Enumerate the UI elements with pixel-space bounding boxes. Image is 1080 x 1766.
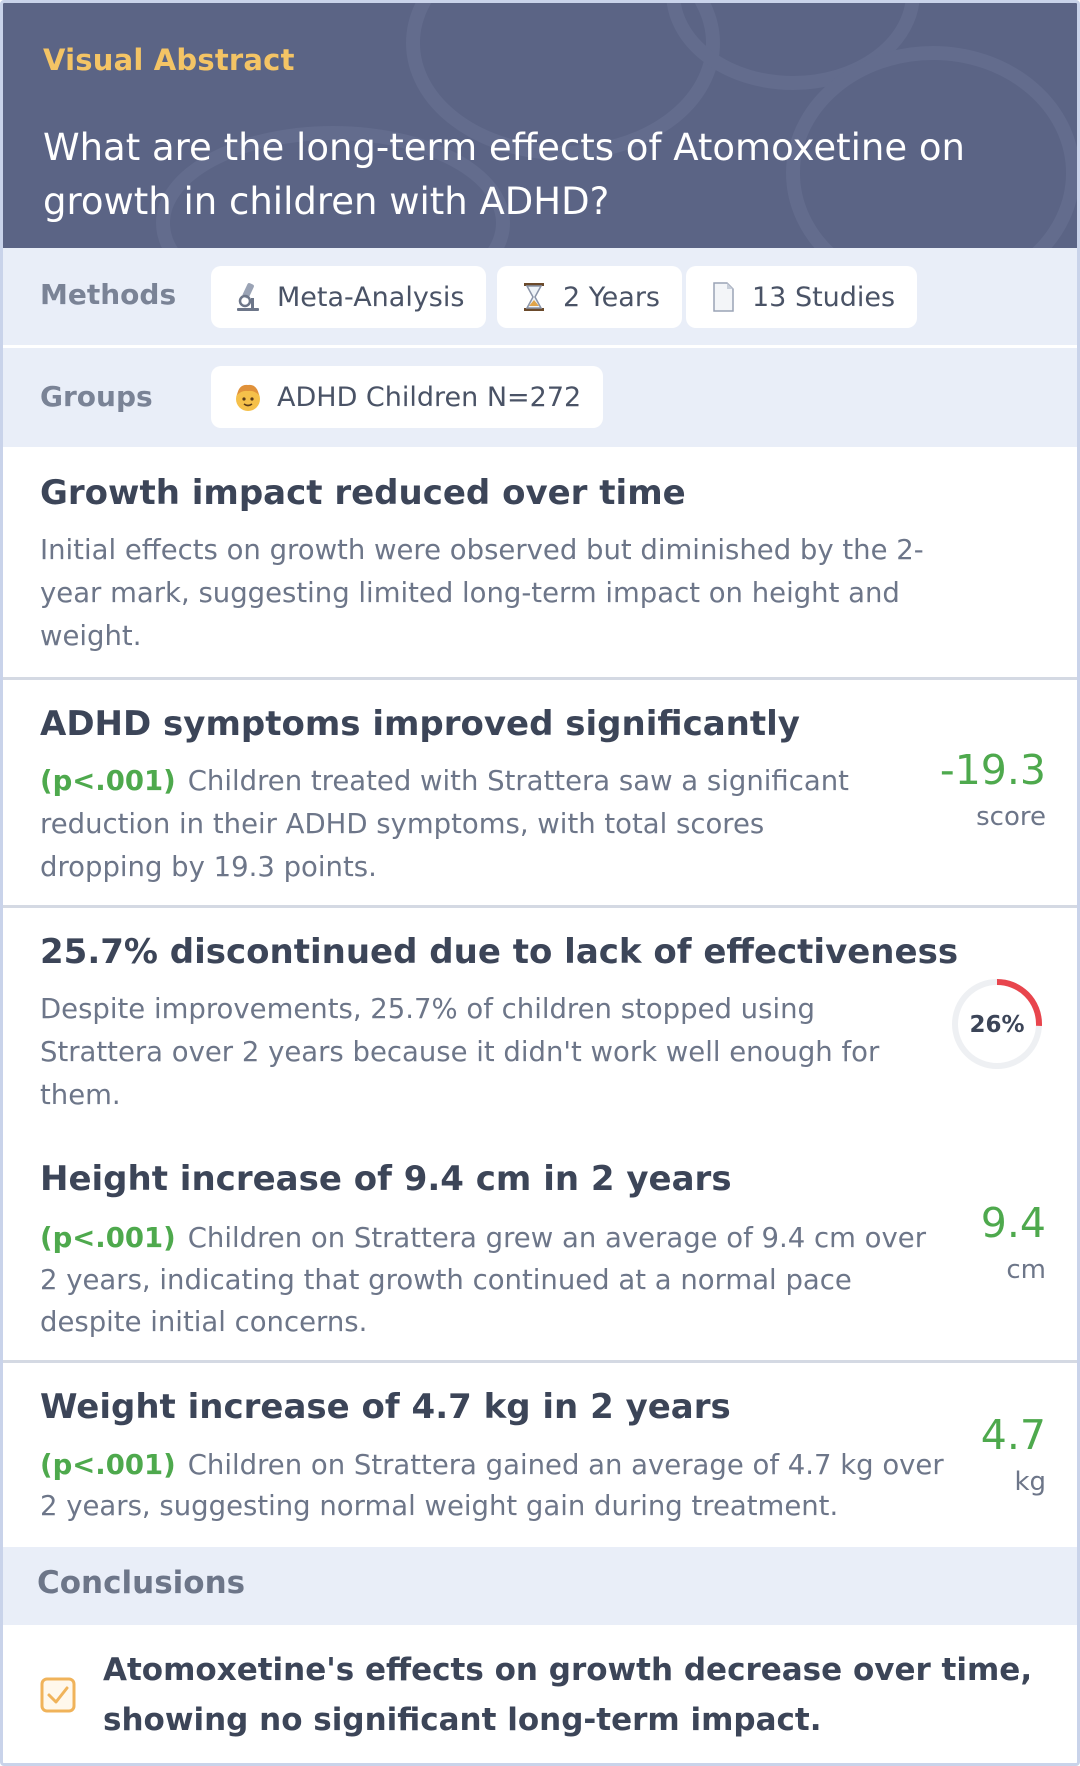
finding-weight-increase: Weight increase of 4.7 kg in 2 years (p<… bbox=[3, 1360, 1077, 1547]
groups-label: Groups bbox=[40, 380, 153, 413]
finding-text: (p<.001) Children on Strattera gained an … bbox=[40, 1445, 960, 1527]
conclusions-label: Conclusions bbox=[37, 1565, 246, 1601]
chip-label: ADHD Children N=272 bbox=[277, 381, 582, 413]
chip-studies: 13 Studies bbox=[686, 266, 918, 328]
finding-description: Children on Strattera gained an average … bbox=[40, 1449, 944, 1522]
row-divider bbox=[3, 345, 1077, 348]
p-value: (p<.001) bbox=[40, 765, 176, 797]
hourglass-icon bbox=[517, 280, 551, 314]
finding-title: Growth impact reduced over time bbox=[40, 473, 686, 513]
stat-height: 9.4 cm bbox=[981, 1199, 1046, 1285]
methods-label: Methods bbox=[40, 278, 177, 311]
stat-value: 9.4 bbox=[980, 1199, 1046, 1247]
microscope-icon bbox=[231, 280, 265, 314]
finding-title: ADHD symptoms improved significantly bbox=[40, 704, 800, 744]
chip-label: 2 Years bbox=[563, 281, 660, 313]
p-value: (p<.001) bbox=[40, 1449, 176, 1481]
stat-unit: cm bbox=[1006, 1255, 1046, 1285]
finding-height-increase: Height increase of 9.4 cm in 2 years (p<… bbox=[3, 1141, 1077, 1361]
finding-text: Despite improvements, 25.7% of children … bbox=[40, 993, 880, 1111]
abstract-tag: Visual Abstract bbox=[43, 43, 295, 77]
stat-value: -19.3 bbox=[939, 746, 1046, 794]
finding-description: Children treated with Strattera saw a si… bbox=[40, 765, 849, 883]
chip-duration: 2 Years bbox=[497, 266, 682, 328]
abstract-header: Visual Abstract What are the long-term e… bbox=[3, 3, 1077, 248]
finding-growth-impact: Growth impact reduced over time Initial … bbox=[3, 447, 1077, 678]
ring-arc bbox=[952, 979, 1042, 1069]
discontinuation-ring-chart: 26% bbox=[952, 979, 1042, 1069]
header-background-pattern bbox=[156, 3, 1077, 248]
stat-unit: score bbox=[976, 802, 1046, 832]
ring-label: 26% bbox=[969, 1012, 1024, 1038]
chip-adhd-children: ADHD Children N=272 bbox=[211, 366, 604, 428]
finding-title: Weight increase of 4.7 kg in 2 years bbox=[40, 1387, 731, 1427]
finding-text: (p<.001) Children treated with Strattera … bbox=[40, 760, 880, 889]
p-value: (p<.001) bbox=[40, 1222, 176, 1254]
stat-symptom-change: -19.3 score bbox=[940, 746, 1046, 832]
finding-adhd-symptoms: ADHD symptoms improved significantly (p<… bbox=[3, 677, 1077, 907]
research-question: What are the long-term effects of Atomox… bbox=[43, 126, 965, 223]
chip-label: Meta-Analysis bbox=[277, 281, 465, 313]
methods-row: Methods Meta-Analysis bbox=[3, 248, 1077, 345]
finding-title: Height increase of 9.4 cm in 2 years bbox=[40, 1159, 732, 1199]
finding-description: Children on Strattera grew an average of… bbox=[40, 1222, 927, 1338]
child-icon bbox=[231, 380, 265, 414]
groups-row: Groups ADHD Children N=272 bbox=[3, 348, 1077, 447]
stat-weight: 4.7 kg bbox=[981, 1411, 1046, 1497]
finding-text: Initial effects on growth were observed … bbox=[40, 534, 924, 652]
stat-value: 4.7 bbox=[980, 1411, 1046, 1459]
conclusions-header: Conclusions bbox=[3, 1547, 1077, 1625]
conclusions-body: Atomoxetine's effects on growth decrease… bbox=[3, 1625, 1077, 1763]
conclusion-text: Atomoxetine's effects on growth decrease… bbox=[103, 1652, 1033, 1738]
checkbox-icon bbox=[40, 1677, 76, 1713]
stat-unit: kg bbox=[1014, 1467, 1046, 1497]
chip-label: 13 Studies bbox=[752, 281, 896, 313]
finding-text: (p<.001) Children on Strattera grew an av… bbox=[40, 1217, 940, 1343]
finding-title: 25.7% discontinued due to lack of effect… bbox=[40, 932, 959, 972]
finding-discontinued: 25.7% discontinued due to lack of effect… bbox=[3, 905, 1077, 1141]
document-icon bbox=[706, 280, 740, 314]
chip-meta-analysis: Meta-Analysis bbox=[211, 266, 487, 328]
